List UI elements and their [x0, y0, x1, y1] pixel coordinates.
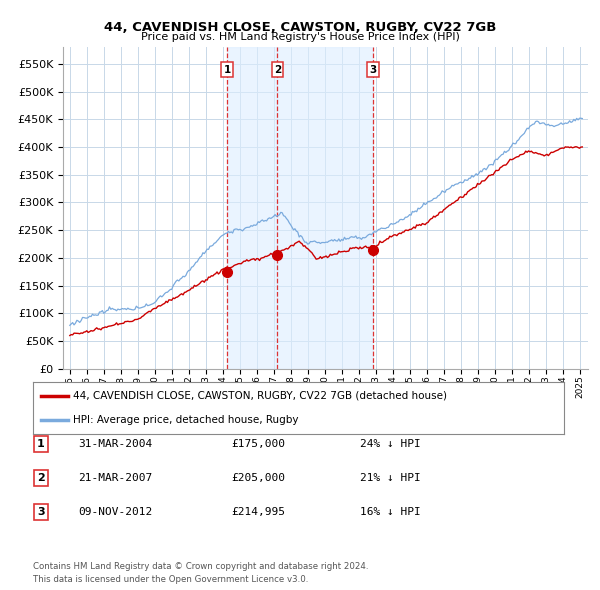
Text: £214,995: £214,995 [231, 507, 285, 517]
Text: HPI: Average price, detached house, Rugby: HPI: Average price, detached house, Rugb… [73, 415, 298, 425]
Bar [227, 47, 277, 369]
Text: This data is licensed under the Open Government Licence v3.0.: This data is licensed under the Open Gov… [33, 575, 308, 584]
Text: 44, CAVENDISH CLOSE, CAWSTON, RUGBY, CV22 7GB (detached house): 44, CAVENDISH CLOSE, CAWSTON, RUGBY, CV2… [73, 391, 447, 401]
Text: Contains HM Land Registry data © Crown copyright and database right 2024.: Contains HM Land Registry data © Crown c… [33, 562, 368, 571]
Text: 21-MAR-2007: 21-MAR-2007 [78, 473, 152, 483]
Text: 3: 3 [370, 65, 377, 75]
Bar [277, 47, 373, 369]
Text: 16% ↓ HPI: 16% ↓ HPI [360, 507, 421, 517]
Text: 2: 2 [37, 473, 44, 483]
Text: 2: 2 [274, 65, 281, 75]
Text: 21% ↓ HPI: 21% ↓ HPI [360, 473, 421, 483]
Text: Price paid vs. HM Land Registry's House Price Index (HPI): Price paid vs. HM Land Registry's House … [140, 32, 460, 42]
Text: 24% ↓ HPI: 24% ↓ HPI [360, 439, 421, 448]
Text: £175,000: £175,000 [231, 439, 285, 448]
Text: 3: 3 [37, 507, 44, 517]
Text: 44, CAVENDISH CLOSE, CAWSTON, RUGBY, CV22 7GB: 44, CAVENDISH CLOSE, CAWSTON, RUGBY, CV2… [104, 21, 496, 34]
Text: 09-NOV-2012: 09-NOV-2012 [78, 507, 152, 517]
Text: 1: 1 [223, 65, 230, 75]
Text: £205,000: £205,000 [231, 473, 285, 483]
Text: 31-MAR-2004: 31-MAR-2004 [78, 439, 152, 448]
Text: 1: 1 [37, 439, 44, 448]
